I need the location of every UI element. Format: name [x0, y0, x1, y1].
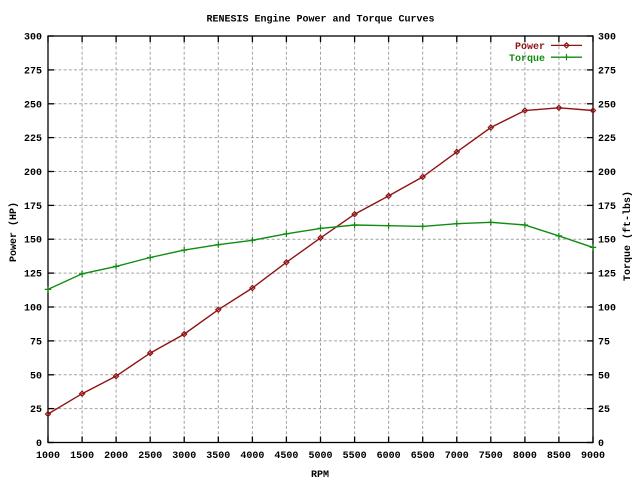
svg-text:225: 225 [598, 134, 616, 145]
svg-text:1000: 1000 [36, 451, 60, 462]
svg-text:RPM: RPM [311, 470, 329, 480]
svg-text:RENESIS Engine Power and Torqu: RENESIS Engine Power and Torque Curves [206, 14, 434, 26]
svg-text:Power (HP): Power (HP) [8, 202, 20, 262]
svg-text:6000: 6000 [377, 451, 401, 462]
svg-text:8000: 8000 [513, 451, 537, 462]
svg-text:200: 200 [598, 168, 616, 179]
svg-text:2000: 2000 [104, 451, 128, 462]
svg-text:100: 100 [24, 304, 42, 315]
svg-text:6500: 6500 [411, 451, 435, 462]
svg-text:25: 25 [598, 405, 610, 416]
svg-text:250: 250 [598, 100, 616, 111]
svg-text:275: 275 [598, 66, 616, 77]
svg-text:75: 75 [30, 337, 42, 348]
svg-text:175: 175 [24, 202, 42, 213]
svg-text:0: 0 [36, 439, 42, 450]
svg-text:2500: 2500 [138, 451, 162, 462]
svg-text:150: 150 [598, 236, 616, 247]
svg-text:Torque (ft-lbs): Torque (ft-lbs) [622, 191, 634, 281]
svg-text:5000: 5000 [308, 451, 332, 462]
svg-text:5500: 5500 [343, 451, 367, 462]
svg-text:3000: 3000 [172, 451, 196, 462]
svg-text:3500: 3500 [206, 451, 230, 462]
svg-text:Torque: Torque [509, 54, 545, 65]
svg-text:150: 150 [24, 236, 42, 247]
svg-text:175: 175 [598, 202, 616, 213]
svg-text:300: 300 [24, 33, 42, 44]
svg-text:75: 75 [598, 337, 610, 348]
svg-text:9000: 9000 [581, 451, 605, 462]
svg-text:Power: Power [515, 42, 545, 53]
svg-text:100: 100 [598, 304, 616, 315]
svg-text:4500: 4500 [274, 451, 298, 462]
svg-text:0: 0 [598, 439, 604, 450]
svg-text:50: 50 [598, 371, 610, 382]
svg-text:125: 125 [598, 270, 616, 281]
svg-text:50: 50 [30, 371, 42, 382]
svg-text:275: 275 [24, 66, 42, 77]
svg-text:250: 250 [24, 100, 42, 111]
svg-text:300: 300 [598, 33, 616, 44]
svg-text:8500: 8500 [547, 451, 571, 462]
svg-text:7500: 7500 [479, 451, 503, 462]
svg-text:125: 125 [24, 270, 42, 281]
svg-text:25: 25 [30, 405, 42, 416]
svg-text:225: 225 [24, 134, 42, 145]
svg-text:1500: 1500 [70, 451, 94, 462]
svg-text:200: 200 [24, 168, 42, 179]
svg-text:4000: 4000 [240, 451, 264, 462]
svg-text:7000: 7000 [445, 451, 469, 462]
